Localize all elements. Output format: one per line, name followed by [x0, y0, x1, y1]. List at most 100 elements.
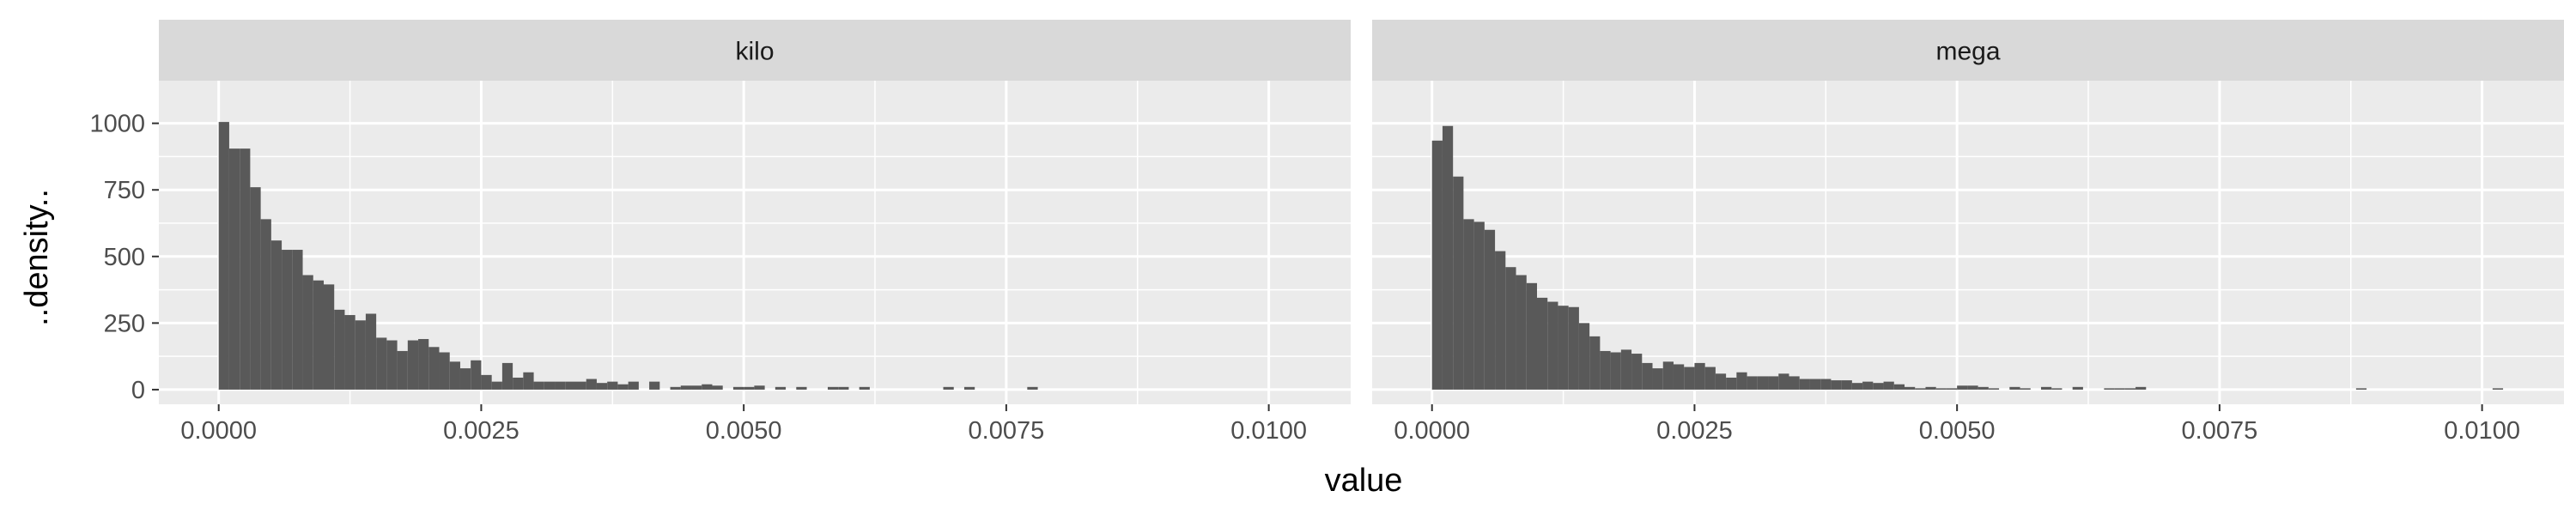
histogram-bar [355, 320, 366, 390]
histogram-bar [240, 148, 251, 390]
histogram-bar [1610, 352, 1621, 390]
histogram-bar [449, 361, 460, 390]
histogram-bar [1820, 379, 1832, 390]
histogram-bar [775, 386, 787, 390]
histogram-bar [1925, 386, 1936, 390]
histogram-bar [963, 386, 975, 390]
histogram-bar [1873, 383, 1884, 390]
histogram-bar [1957, 385, 1968, 390]
x-tick-label: 0.0000 [1394, 417, 1470, 445]
x-axis-title: value [1325, 463, 1403, 499]
histogram-bar [859, 386, 870, 390]
x-tick-label: 0.0100 [1230, 417, 1307, 445]
histogram-bar [292, 250, 303, 390]
histogram-bar [796, 386, 807, 390]
histogram-bar [2072, 386, 2083, 390]
y-axis: 0 250 500 750 1000 [89, 111, 159, 404]
x-tick-label: 0.0000 [180, 417, 257, 445]
histogram-bar [302, 275, 313, 390]
x-tick-label: 0.0050 [706, 417, 782, 445]
histogram-bar [1704, 367, 1716, 390]
histogram-bar [2114, 388, 2125, 390]
y-tick-label: 1000 [89, 111, 145, 138]
histogram-bar [1935, 388, 1947, 390]
histogram-bar [732, 386, 744, 390]
facet-panel-kilo: kilo 0.0000 0.0025 0.0050 0.0075 0.0100 [159, 20, 1351, 445]
histogram-bar [575, 381, 586, 390]
histogram-bar [1905, 386, 1916, 390]
facet-strip [159, 20, 1351, 81]
histogram-bar [1463, 219, 1474, 390]
histogram-bar [1831, 380, 1842, 390]
histogram-bar [691, 385, 702, 390]
histogram-bar [1694, 362, 1705, 390]
histogram-bar [1495, 251, 1506, 390]
histogram-bar [1027, 386, 1038, 390]
histogram-bar [1736, 372, 1747, 390]
histogram-bar [1778, 373, 1789, 390]
histogram-bar [439, 352, 450, 390]
histogram-bar [827, 386, 839, 390]
histogram-bar [2051, 388, 2063, 390]
histogram-bar [680, 385, 692, 390]
histogram-bar [565, 381, 576, 390]
histogram-bar [228, 148, 240, 390]
y-tick-label: 250 [104, 310, 145, 337]
x-tick-label: 0.0075 [2182, 417, 2258, 445]
histogram-bar [1726, 377, 1737, 390]
histogram-bar [1799, 379, 1810, 390]
histogram-bar [250, 187, 261, 390]
histogram-bar [1558, 306, 1569, 390]
histogram-bar [1946, 388, 1958, 390]
histogram-bar [754, 385, 765, 390]
facet-panel-mega: mega 0.0000 0.0025 0.0050 0.0075 0.0100 [1372, 20, 2564, 445]
x-tick-label: 0.0075 [969, 417, 1045, 445]
histogram-bar [428, 347, 440, 390]
histogram-bar [218, 122, 229, 390]
histogram-bar [1526, 282, 1537, 390]
histogram-bar [513, 377, 524, 390]
histogram-bar [407, 340, 419, 390]
facet-strip-label: mega [1935, 38, 2000, 66]
histogram-bar [471, 360, 482, 390]
y-tick-label: 750 [104, 177, 145, 204]
histogram-bar [1589, 336, 1601, 390]
histogram-bar [1768, 376, 1779, 390]
histogram-bar [744, 386, 755, 390]
x-tick-label: 0.0025 [1656, 417, 1733, 445]
histogram-bar [617, 384, 629, 390]
histogram-bar [1883, 381, 1894, 390]
histogram-bar [270, 240, 283, 390]
histogram-bar [2124, 388, 2136, 390]
facet-panels: kilo 0.0000 0.0025 0.0050 0.0075 0.0100 mega 0.… [159, 20, 2564, 445]
histogram-bar [2020, 388, 2031, 390]
histogram-bar [481, 374, 492, 390]
histogram-bar [334, 309, 345, 390]
histogram-bar [344, 315, 355, 390]
facet-strip [1372, 20, 2564, 81]
histogram-bar [702, 384, 713, 390]
histogram-bar [386, 340, 398, 390]
histogram-bar [838, 386, 849, 390]
histogram-bar [1747, 376, 1758, 390]
histogram-bar [1915, 388, 1926, 390]
histogram-bar [1505, 267, 1516, 390]
x-tick-label: 0.0100 [2444, 417, 2520, 445]
histogram-bar [1789, 376, 1800, 390]
histogram-bar [2009, 386, 2020, 390]
histogram-bar [1673, 364, 1685, 390]
histogram-bar [533, 381, 544, 390]
histogram-bar [313, 280, 324, 390]
histogram-bar [418, 338, 429, 390]
histogram-bar [323, 284, 335, 390]
histogram-bar [1568, 306, 1579, 390]
histogram-bar [1862, 381, 1874, 390]
histogram-bar [1453, 176, 1464, 390]
histogram-bar [1631, 354, 1643, 390]
histogram-bar [555, 381, 566, 390]
histogram-bar [1620, 349, 1632, 390]
histogram-bar [260, 219, 271, 390]
histogram-bar [670, 386, 681, 390]
histogram-bar [459, 368, 471, 390]
histogram-bar [1547, 301, 1558, 390]
